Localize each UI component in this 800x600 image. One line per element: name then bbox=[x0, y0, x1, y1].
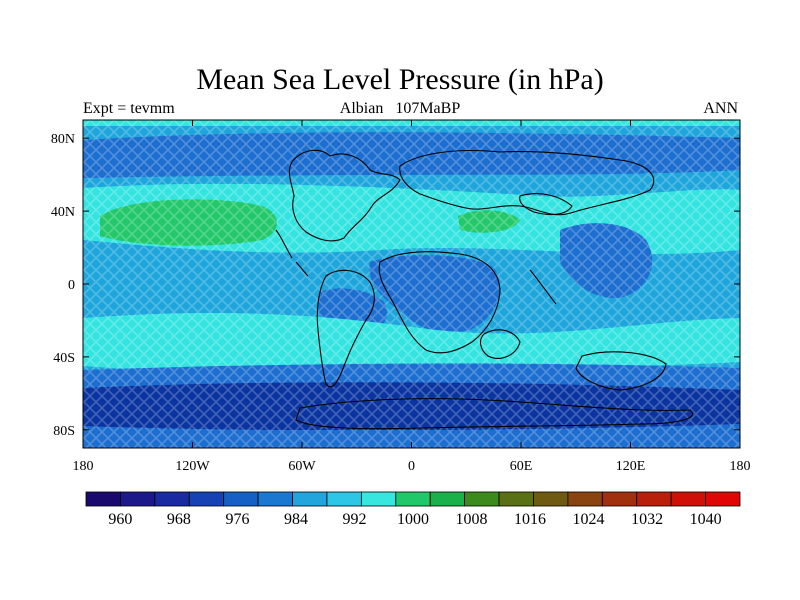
colorbar-label: 1040 bbox=[690, 511, 722, 528]
colorbar-label: 976 bbox=[225, 511, 249, 528]
pressure-field bbox=[83, 120, 740, 448]
colorbar-label: 1024 bbox=[573, 511, 605, 528]
lon-tick-label: 180 bbox=[73, 459, 94, 474]
colorbar-swatch bbox=[360, 491, 397, 507]
period-name: Albian bbox=[339, 100, 384, 117]
period-label: Albian 107MaBP bbox=[0, 100, 800, 118]
coast-north-america bbox=[288, 149, 401, 242]
colorbar-swatch bbox=[120, 491, 156, 507]
colorbar-swatch bbox=[223, 491, 259, 507]
colorbar-label: 960 bbox=[108, 511, 132, 528]
colorbar-label: 1016 bbox=[514, 511, 546, 528]
coast-antarctica bbox=[295, 398, 693, 430]
colorbar-swatch bbox=[188, 491, 225, 507]
colorbar-swatch bbox=[85, 491, 121, 507]
coast-tethys-islands bbox=[519, 193, 573, 216]
colorbar-swatch bbox=[705, 491, 741, 507]
lon-tick-label: 60E bbox=[510, 459, 533, 474]
colorbar: 960 968 976 984 992 1000 1008 1016 1024 1032 1040 bbox=[85, 491, 741, 528]
colorbar-swatch bbox=[395, 491, 431, 507]
colorbar-swatch bbox=[292, 491, 328, 507]
colorbar-swatch bbox=[533, 491, 569, 507]
coast-central-america bbox=[275, 229, 309, 277]
contour-hatch bbox=[83, 120, 740, 448]
lon-tick-label: 120E bbox=[616, 459, 646, 474]
colorbar-label: 1032 bbox=[631, 511, 663, 528]
lon-tick-label: 120W bbox=[175, 459, 210, 474]
coast-eurasia bbox=[399, 150, 655, 216]
colorbar-label: 1008 bbox=[456, 511, 488, 528]
coast-india bbox=[479, 329, 521, 359]
colorbar-label: 968 bbox=[167, 511, 191, 528]
latitude-axis: 80N 40N 0 40S 80S bbox=[51, 132, 740, 439]
lat-tick-label: 40S bbox=[53, 351, 75, 366]
colorbar-swatch bbox=[464, 491, 500, 507]
coast-africa bbox=[378, 251, 501, 354]
coast-south-america bbox=[316, 269, 375, 388]
lat-tick-label: 40N bbox=[51, 205, 75, 220]
coast-australia bbox=[575, 351, 667, 391]
colorbar-swatch bbox=[601, 491, 638, 507]
colorbar-label: 992 bbox=[342, 511, 366, 528]
colorbar-swatch bbox=[429, 491, 466, 507]
map-title: Mean Sea Level Pressure (in hPa) bbox=[196, 63, 604, 96]
lon-tick-label: 180 bbox=[730, 459, 751, 474]
colorbar-swatch bbox=[257, 491, 293, 507]
colorbar-swatch bbox=[567, 491, 603, 507]
colorbar-swatch bbox=[326, 491, 362, 507]
season-label: ANN bbox=[703, 100, 738, 117]
coastlines bbox=[275, 149, 693, 430]
experiment-label: Expt = tevmm bbox=[83, 100, 175, 117]
colorbar-swatch bbox=[154, 491, 190, 507]
coast-asia-arc bbox=[529, 269, 557, 305]
lat-tick-label: 0 bbox=[68, 278, 75, 293]
colorbar-swatch bbox=[636, 491, 672, 507]
colorbar-label: 984 bbox=[284, 511, 308, 528]
lat-tick-label: 80S bbox=[53, 424, 75, 439]
colorbar-swatch bbox=[498, 491, 534, 507]
lon-tick-label: 0 bbox=[408, 459, 415, 474]
period-age: 107MaBP bbox=[395, 100, 461, 117]
colorbar-swatch bbox=[670, 491, 706, 507]
lon-tick-label: 60W bbox=[288, 459, 316, 474]
lat-tick-label: 80N bbox=[51, 132, 75, 147]
longitude-axis: 180 120W 60W 0 60E 120E 180 bbox=[73, 120, 751, 474]
colorbar-label: 1000 bbox=[397, 511, 429, 528]
